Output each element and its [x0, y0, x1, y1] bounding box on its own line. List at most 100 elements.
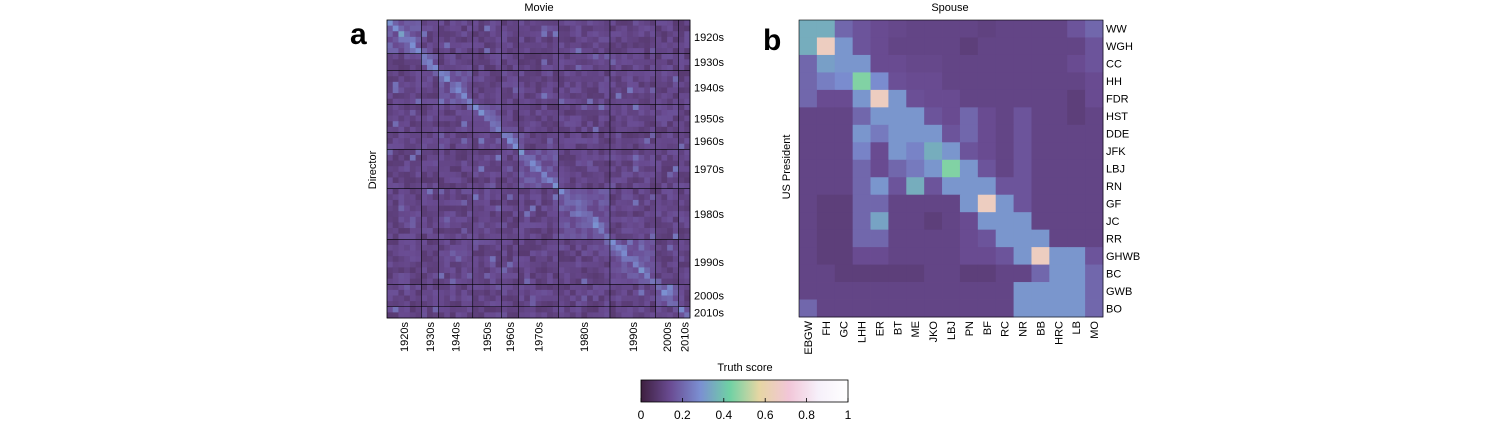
heatmap-a-cell: [444, 31, 451, 38]
heatmap-a-cell: [421, 70, 428, 77]
heatmap-a-cell: [489, 166, 497, 173]
heatmap-a-cell: [684, 59, 691, 66]
heatmap-a-cell: [678, 289, 685, 296]
heatmap-a-cell: [472, 42, 479, 49]
heatmap-a-cell: [495, 216, 502, 223]
heatmap-a-cell: [672, 138, 679, 145]
heatmap-a-cell: [649, 261, 657, 268]
heatmap-a-cell: [558, 250, 565, 257]
heatmap-a-cell: [667, 177, 674, 184]
heatmap-a-cell: [632, 289, 639, 296]
heatmap-a-cell: [461, 25, 468, 32]
heatmap-a-cell: [529, 261, 537, 268]
heatmap-a-cell: [569, 104, 577, 111]
heatmap-a-cell: [455, 64, 462, 71]
heatmap-a-cell: [489, 250, 497, 257]
heatmap-a-cell: [455, 109, 462, 116]
heatmap-a-cell: [432, 70, 439, 77]
heatmap-a-cell: [489, 216, 497, 223]
heatmap-a-cell: [518, 121, 525, 128]
heatmap-a-cell: [592, 48, 599, 55]
heatmap-a-cell: [455, 267, 462, 274]
heatmap-a-cell: [524, 239, 531, 246]
heatmap-a-cell: [507, 98, 514, 105]
heatmap-a-cell: [638, 261, 645, 268]
heatmap-a-cell: [467, 121, 474, 128]
heatmap-a-cell: [547, 250, 554, 257]
heatmap-a-cell: [575, 205, 582, 212]
heatmap-a-cell: [564, 98, 571, 105]
heatmap-b-cell: [942, 37, 961, 56]
heatmap-a-cell: [587, 42, 594, 49]
heatmap-a-cell: [558, 171, 565, 178]
heatmap-a-cell: [661, 222, 668, 229]
heatmap-a-cell: [621, 261, 628, 268]
heatmap-a-cell: [421, 48, 428, 55]
heatmap-a-cell: [524, 31, 531, 38]
heatmap-b-cell: [906, 282, 925, 300]
heatmap-b-cell: [1013, 107, 1032, 126]
heatmap-a-cell: [627, 244, 634, 251]
heatmap-a-cell: [547, 222, 554, 229]
heatmap-a-cell: [472, 188, 479, 195]
heatmap-b-cell: [870, 177, 889, 196]
heatmap-a-cell: [444, 273, 451, 280]
heatmap-a-cell: [672, 205, 679, 212]
heatmap-a-cell: [621, 31, 628, 38]
heatmap-a-cell: [518, 250, 525, 257]
heatmap-a-cell: [564, 256, 571, 263]
heatmap-a-cell: [409, 222, 416, 229]
heatmap-a-cell: [598, 244, 605, 251]
heatmap-a-cell: [512, 42, 519, 49]
heatmap-a-cell: [455, 244, 462, 251]
heatmap-a-cell: [535, 109, 542, 116]
heatmap-a-cell: [478, 81, 485, 88]
heatmap-a-cell: [449, 109, 457, 116]
heatmap-a-cell: [644, 138, 651, 145]
heatmap-a-cell: [581, 109, 588, 116]
heatmap-a-cell: [535, 143, 542, 150]
heatmap-b-cell: [1013, 177, 1032, 196]
heatmap-a-cell: [667, 138, 674, 145]
heatmap-a-cell: [552, 211, 559, 218]
heatmap-a-cell: [404, 301, 411, 308]
heatmap-a-cell: [661, 205, 668, 212]
heatmap-a-cell: [649, 104, 657, 111]
heatmap-a-cell: [518, 36, 525, 43]
heatmap-a-cell: [518, 205, 525, 212]
heatmap-a-cell: [398, 211, 405, 218]
heatmap-a-cell: [421, 42, 428, 49]
heatmap-a-cell: [404, 93, 411, 100]
heatmap-a-cell: [649, 20, 657, 27]
heatmap-a-cell: [501, 273, 508, 280]
heatmap-a-cell: [644, 93, 651, 100]
heatmap-a-cell: [604, 149, 611, 156]
heatmap-a-cell: [421, 295, 428, 302]
heatmap-a-cell: [609, 295, 617, 302]
heatmap-a-cell: [467, 171, 474, 178]
heatmap-a-cell: [455, 312, 462, 319]
heatmap-a-cell: [644, 70, 651, 77]
heatmap-a-cell: [432, 126, 439, 133]
heatmap-a-cell: [655, 205, 662, 212]
heatmap-a-cell: [575, 48, 582, 55]
heatmap-a-cell: [564, 278, 571, 285]
heatmap-a-cell: [609, 267, 617, 274]
heatmap-a-cell: [501, 143, 508, 150]
heatmap-a-cell: [455, 250, 462, 257]
heatmap-a-cell: [598, 20, 605, 27]
heatmap-a-cell: [518, 109, 525, 116]
heatmap-a-cell: [421, 149, 428, 156]
heatmap-a-cell: [392, 199, 399, 206]
heatmap-a-cell: [672, 149, 679, 156]
heatmap-a-cell: [478, 87, 485, 94]
heatmap-b-cell: [959, 72, 979, 91]
heatmap-a-cell: [438, 216, 445, 223]
heatmap-a-cell: [449, 25, 457, 32]
heatmap-a-cell: [409, 250, 416, 257]
heatmap-b-cell: [834, 124, 854, 143]
panel-a-label: a: [350, 18, 367, 51]
heatmap-a-cell: [655, 284, 662, 291]
heatmap-a-cell: [478, 98, 485, 105]
heatmap-a-cell: [667, 104, 674, 111]
